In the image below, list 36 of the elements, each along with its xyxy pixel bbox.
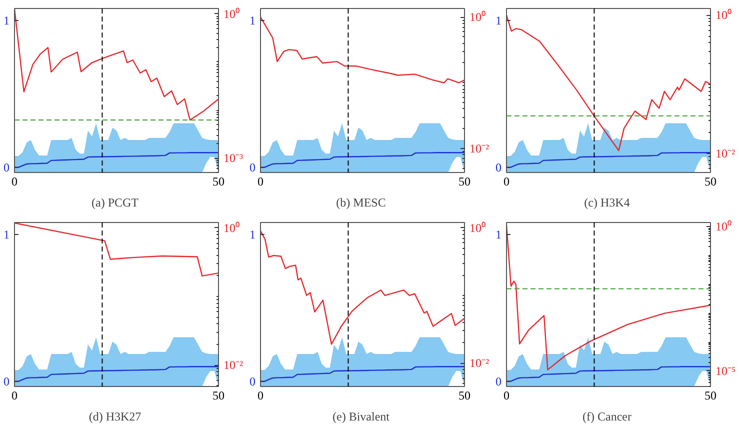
- y2-tick-label: 10⁰: [224, 6, 240, 21]
- y2-tick-label: 10⁰: [224, 220, 240, 235]
- text: (c) H3K4: [584, 196, 630, 210]
- text: (d) H3K27: [88, 410, 142, 424]
- y-tick-label: 0: [250, 160, 256, 174]
- text: (b) MESC: [336, 196, 386, 210]
- y-tick-label: 0: [250, 374, 256, 388]
- y2-tick-label: 10⁰: [716, 8, 732, 22]
- x-tick-label: 50: [704, 388, 716, 402]
- y-tick-label: 1: [496, 227, 502, 242]
- y-tick-label: 0: [496, 160, 502, 174]
- y2-tick-label: 10⁻²: [470, 356, 490, 370]
- x-tick-label: 50: [212, 388, 224, 402]
- y2-tick-label: 10⁰: [716, 220, 732, 234]
- y2-tick-label: 10⁻⁵: [716, 364, 736, 378]
- y-tick-label: 0: [4, 160, 10, 174]
- y-tick-label: 1: [4, 227, 10, 242]
- x-tick-label: 50: [458, 174, 470, 188]
- y2-tick-label: 10⁰: [470, 220, 486, 235]
- y2-tick-label: 10⁻²: [224, 358, 244, 372]
- x-tick-label: 50: [212, 174, 224, 188]
- y2-tick-label: 10⁻³: [224, 151, 244, 166]
- y-tick-label: 0: [4, 374, 10, 388]
- y-tick-label: 1: [250, 227, 256, 242]
- text: (f) Cancer: [582, 410, 632, 424]
- x-tick-label: 50: [704, 174, 716, 188]
- x-tick-label: 50: [458, 388, 470, 402]
- y-tick-label: 1: [496, 13, 502, 28]
- y-tick-label: 0: [496, 374, 502, 388]
- y-tick-label: 1: [4, 13, 10, 28]
- y2-tick-label: 10⁻²: [716, 146, 736, 160]
- y2-tick-label: 10⁻²: [470, 141, 490, 156]
- y2-tick-label: 10⁰: [470, 10, 486, 24]
- text: (e) Bivalent: [332, 410, 390, 424]
- y-tick-label: 1: [250, 13, 256, 28]
- text: (a) PCGT: [92, 196, 140, 210]
